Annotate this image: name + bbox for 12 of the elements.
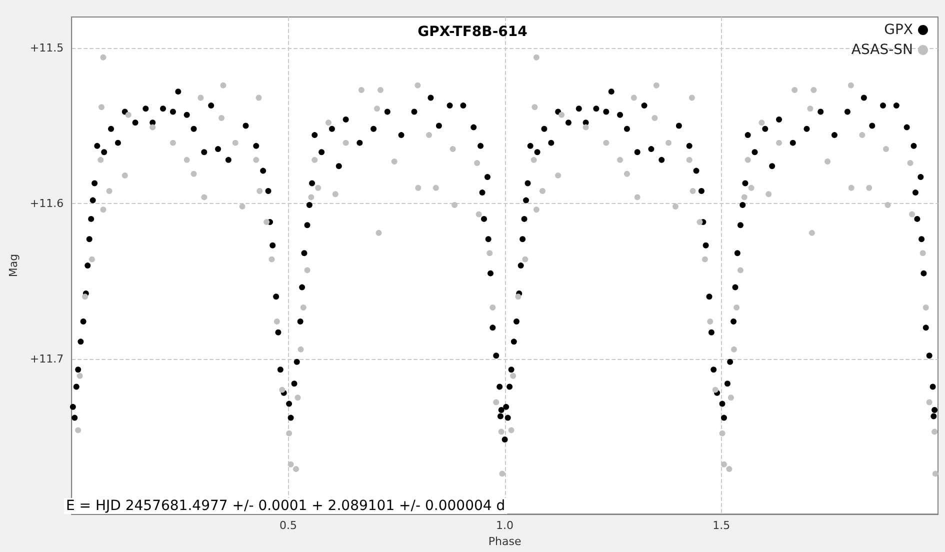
y-tick-label: +11.7 (30, 352, 64, 366)
legend-label: ASAS-SN (851, 42, 913, 58)
x-axis-title: Phase (488, 535, 522, 548)
legend-label: GPX (884, 22, 914, 38)
x-tick-label: 0.5 (279, 519, 297, 532)
y-tick-label: +11.5 (30, 42, 64, 55)
y-tick-label: +11.6 (30, 196, 64, 210)
x-tick-label: 1.0 (496, 519, 514, 532)
x-tick-label: 1.5 (712, 519, 730, 532)
y-axis-title: Mag (7, 254, 20, 278)
annotation: E = HJD 2457681.4977 +/- 0.0001 + 2.089101 +/- 0.000004 d (66, 498, 506, 514)
text: GPX-TF8B-614 (418, 24, 528, 40)
